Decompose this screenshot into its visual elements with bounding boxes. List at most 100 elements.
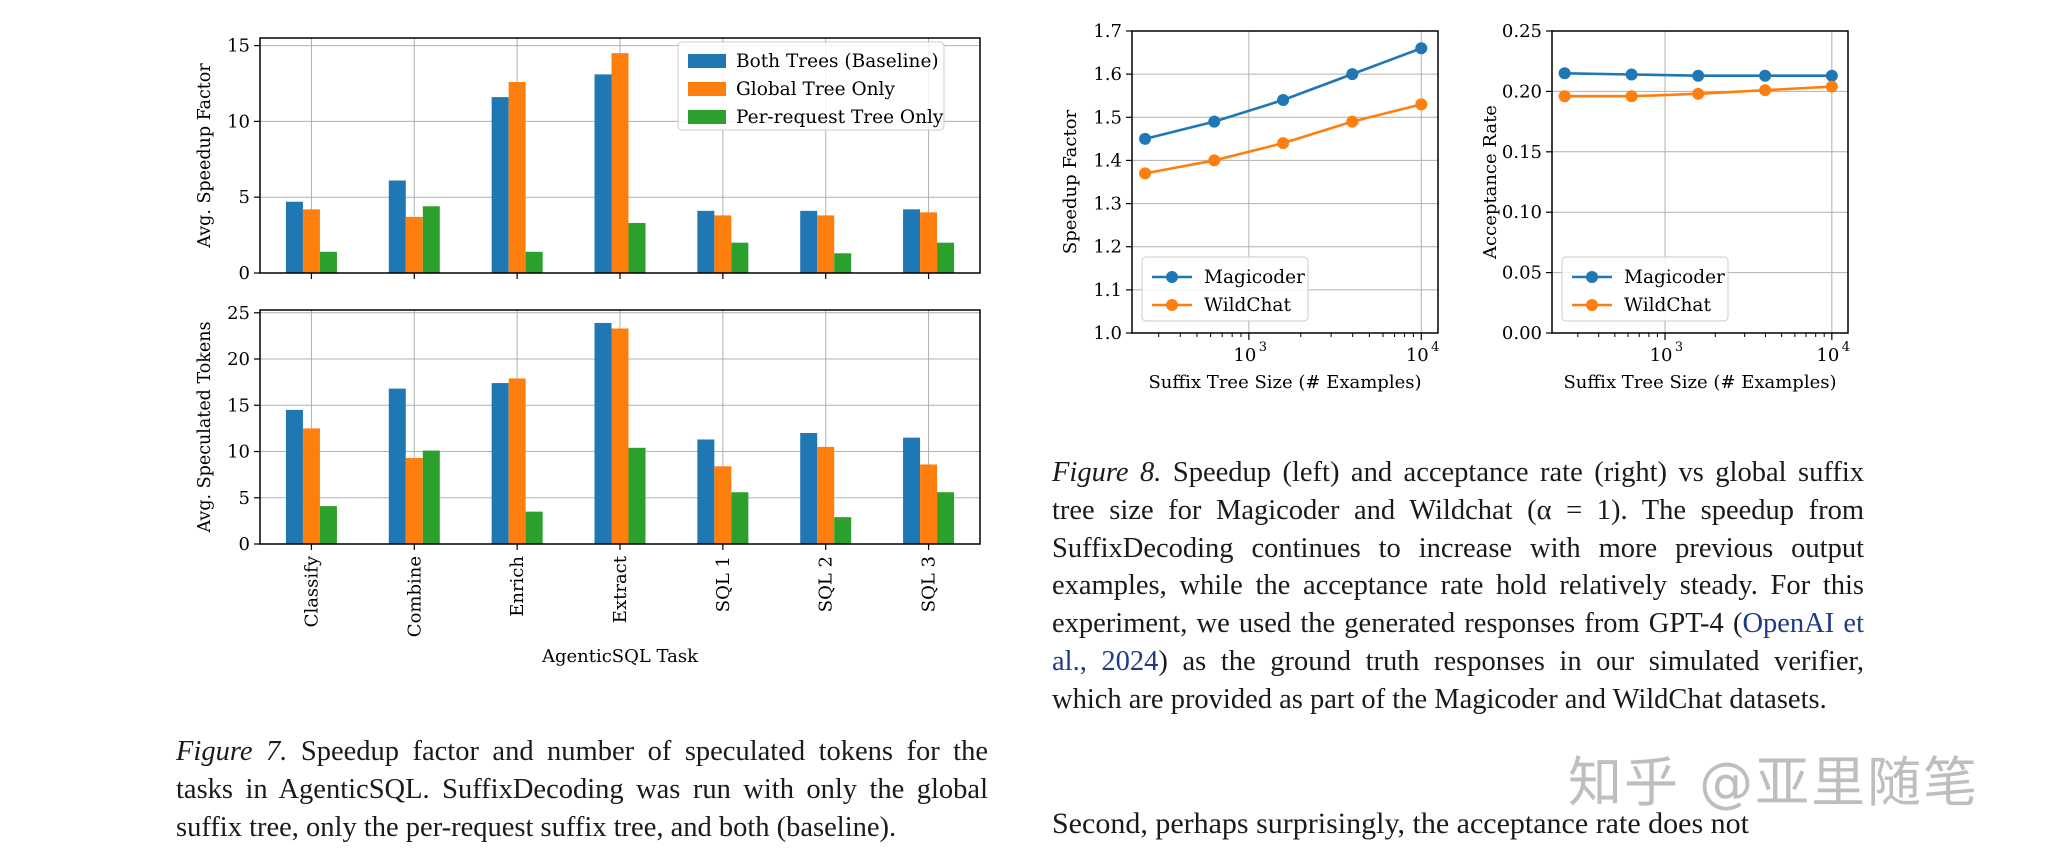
y-axis-label: Avg. Speedup Factor	[195, 63, 215, 249]
x-tick-exponent: 4	[1431, 340, 1439, 355]
y-tick-label: 5	[239, 488, 250, 509]
legend-label: Magicoder	[1624, 267, 1725, 288]
figure-8-caption: Figure 8. Speedup (left) and acceptance …	[1052, 454, 1864, 719]
data-point	[1692, 87, 1705, 100]
x-tick-exponent: 4	[1842, 340, 1850, 355]
bar	[508, 378, 526, 544]
bar	[319, 506, 337, 544]
bar	[903, 209, 921, 273]
bar	[508, 81, 526, 273]
bar	[834, 517, 852, 544]
plot-frame	[1551, 30, 1849, 334]
bar	[285, 201, 303, 273]
bar	[302, 428, 320, 544]
data-point	[1415, 98, 1428, 111]
data-point	[1625, 68, 1638, 81]
data-point	[1825, 80, 1838, 93]
x-axis-label: Suffix Tree Size (# Examples)	[1563, 372, 1836, 393]
bar	[319, 251, 337, 273]
y-tick-label: 10	[227, 111, 250, 132]
x-tick-exponent: 3	[1259, 340, 1267, 355]
citation-link[interactable]: OpenAI et al., 2024	[1052, 608, 1865, 677]
bar	[731, 242, 749, 273]
bar	[388, 388, 406, 544]
y-tick-label: 10	[227, 442, 250, 463]
x-tick-exponent: 3	[1675, 340, 1683, 355]
data-point	[1277, 137, 1290, 150]
y-axis-label: Avg. Speculated Tokens	[195, 321, 215, 533]
bar	[422, 450, 440, 544]
x-tick-label: SQL 3	[919, 556, 940, 612]
y-tick-label: 0	[239, 263, 250, 284]
figure-8-text-part1: Speedup (left) and acceptance rate (righ…	[1052, 457, 1865, 640]
y-tick-label: 1.7	[1093, 21, 1122, 42]
y-tick-label: 1.0	[1093, 323, 1122, 344]
bar	[525, 511, 543, 544]
bar	[937, 242, 955, 273]
legend-swatch	[688, 54, 726, 68]
legend-marker	[1166, 271, 1178, 283]
watermark: 知乎 @亚里随笔	[1568, 751, 1980, 814]
bar	[594, 322, 612, 544]
legend-label: Magicoder	[1204, 267, 1305, 288]
bar	[302, 209, 320, 273]
y-tick-label: 1.2	[1093, 237, 1122, 258]
bar	[800, 433, 818, 544]
bar	[422, 206, 440, 273]
x-tick-label: Extract	[610, 555, 631, 623]
x-tick-label: Classify	[301, 555, 322, 627]
series-line	[1144, 47, 1422, 141]
y-tick-label: 20	[227, 349, 250, 370]
figure-8-label: Figure 8.	[1052, 457, 1162, 488]
bar	[285, 409, 303, 544]
x-tick-label: SQL 2	[816, 556, 837, 612]
bar	[611, 328, 629, 544]
x-tick-label: SQL 1	[713, 556, 734, 612]
x-tick-label: 10	[1816, 345, 1839, 366]
x-tick-label: Combine	[404, 556, 425, 637]
data-point	[1208, 115, 1221, 128]
legend-swatch	[688, 110, 726, 124]
legend-label: Both Trees (Baseline)	[736, 51, 939, 72]
legend-box	[677, 41, 945, 131]
bar	[628, 222, 646, 273]
y-tick-label: 0.20	[1502, 81, 1542, 102]
y-axis-label: Speedup Factor	[1060, 109, 1081, 254]
data-point	[1825, 69, 1838, 82]
y-tick-label: 25	[227, 303, 250, 324]
bar	[817, 446, 835, 544]
data-point	[1139, 167, 1152, 180]
y-tick-label: 0.05	[1502, 263, 1542, 284]
bar	[817, 215, 835, 273]
bar	[388, 180, 406, 273]
x-tick-label: 10	[1406, 345, 1429, 366]
bar	[405, 216, 423, 273]
data-point	[1759, 69, 1772, 82]
data-point	[1346, 115, 1359, 128]
bar	[731, 492, 749, 544]
data-point	[1277, 94, 1290, 107]
bar	[920, 464, 938, 544]
y-tick-label: 1.6	[1093, 64, 1122, 85]
bar	[714, 466, 732, 544]
bar	[920, 212, 938, 273]
y-tick-label: 0.25	[1502, 21, 1542, 42]
bar	[937, 492, 955, 544]
bar	[611, 53, 629, 274]
y-tick-label: 0.10	[1502, 202, 1542, 223]
y-tick-label: 1.3	[1093, 194, 1122, 215]
y-tick-label: 0	[239, 534, 250, 555]
figure-7-label: Figure 7.	[176, 736, 288, 767]
data-point	[1558, 67, 1571, 80]
y-axis-label: Acceptance Rate	[1480, 105, 1501, 260]
plot-frame	[1131, 30, 1439, 334]
y-tick-label: 1.5	[1093, 107, 1122, 128]
fig7-bottom-chart: 0 5 10 15 20 25 Avg. Speculated Tokens Classify…	[195, 303, 981, 667]
legend-label: WildChat	[1624, 295, 1711, 316]
bar	[525, 251, 543, 273]
y-tick-label: 1.1	[1093, 280, 1122, 301]
x-tick-label: 10	[1233, 345, 1256, 366]
